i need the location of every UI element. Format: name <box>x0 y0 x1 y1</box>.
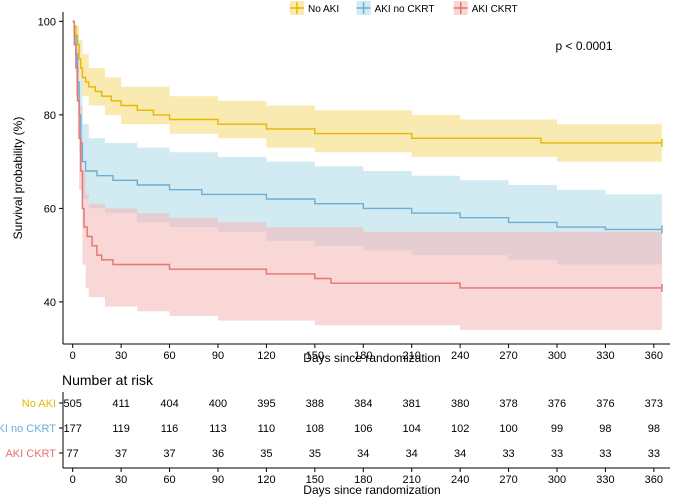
risk-x-tick-label: 180 <box>354 474 372 486</box>
y-tick-label: 60 <box>44 203 56 215</box>
risk-x-tick-label: 330 <box>596 474 614 486</box>
risk-x-tick-label: 120 <box>257 474 275 486</box>
risk-row-label: No AKI <box>22 398 56 410</box>
risk-count: 37 <box>115 448 127 460</box>
risk-count: 384 <box>354 398 372 410</box>
risk-count: 35 <box>309 448 321 460</box>
risk-row-label: AKI no CKRT <box>0 423 56 435</box>
risk-count: 34 <box>406 448 418 460</box>
risk-count: 106 <box>354 423 372 435</box>
legend-item-aki-no-ckrt: AKI no CKRT <box>356 1 435 15</box>
risk-count: 102 <box>451 423 469 435</box>
risk-row-label: AKI CKRT <box>5 448 56 460</box>
risk-count: 35 <box>260 448 272 460</box>
risk-x-tick-label: 210 <box>403 474 421 486</box>
risk-count: 388 <box>306 398 324 410</box>
risk-count: 378 <box>499 398 517 410</box>
x-tick-label: 90 <box>212 350 224 362</box>
x-tick-label: 330 <box>596 350 614 362</box>
curve-aki-ckrt <box>72 20 662 289</box>
risk-x-tick-label: 60 <box>163 474 175 486</box>
risk-count: 400 <box>209 398 227 410</box>
risk-count: 373 <box>645 398 663 410</box>
band-aki-no-ckrt <box>72 21 662 265</box>
risk-x-tick-label: 300 <box>548 474 566 486</box>
risk-count: 119 <box>112 423 130 435</box>
risk-x-tick-label: 240 <box>451 474 469 486</box>
risk-count: 104 <box>403 423 421 435</box>
risk-count: 108 <box>306 423 324 435</box>
x-tick-label: 210 <box>403 350 421 362</box>
x-tick-label: 150 <box>306 350 324 362</box>
risk-count: 110 <box>258 423 276 435</box>
risk-count: 395 <box>257 398 275 410</box>
x-tick-label: 60 <box>163 350 175 362</box>
x-tick-label: 360 <box>645 350 663 362</box>
band-no-aki <box>72 21 662 162</box>
risk-count: 116 <box>161 423 179 435</box>
confidence-bands <box>72 21 662 331</box>
risk-count: 37 <box>163 448 175 460</box>
risk-table-title: Number at risk <box>62 372 154 388</box>
legend: No AKI AKI no CKRT AKI CKRT <box>290 1 518 15</box>
y-tick-label: 80 <box>44 110 56 122</box>
curve-aki-no-ckrt <box>72 20 662 231</box>
risk-count: 100 <box>499 423 517 435</box>
risk-count: 36 <box>212 448 224 460</box>
risk-count: 33 <box>551 448 563 460</box>
risk-count: 33 <box>648 448 660 460</box>
x-axis-label: Days since randomization <box>303 351 440 365</box>
x-tick-label: 300 <box>548 350 566 362</box>
x-tick-label: 0 <box>70 350 76 362</box>
legend-label: No AKI <box>308 4 339 15</box>
p-value-annotation: p < 0.0001 <box>555 39 612 53</box>
risk-x-tick-label: 0 <box>70 474 76 486</box>
risk-count: 411 <box>112 398 130 410</box>
risk-count: 177 <box>64 423 82 435</box>
risk-x-tick-label: 270 <box>499 474 517 486</box>
risk-count: 505 <box>64 398 82 410</box>
legend-item-aki-ckrt: AKI CKRT <box>453 1 518 15</box>
x-tick-label: 30 <box>115 350 127 362</box>
legend-item-no-aki: No AKI <box>290 1 339 15</box>
plot-axes: 0 30 60 90 120 150 180 210 240 270 300 330 360 40 60 80… <box>38 12 670 362</box>
x-tick-label: 120 <box>257 350 275 362</box>
legend-label: AKI CKRT <box>472 4 518 15</box>
risk-table: 0 30 60 90 120 150 180 210 240 270 300 330 360 No AKI… <box>0 392 670 486</box>
y-tick-label: 100 <box>38 16 56 28</box>
risk-count: 376 <box>596 398 614 410</box>
risk-count: 33 <box>599 448 611 460</box>
risk-count: 404 <box>160 398 178 410</box>
x-tick-label: 270 <box>499 350 517 362</box>
risk-count: 113 <box>209 423 227 435</box>
y-tick-label: 40 <box>44 297 56 309</box>
risk-x-tick-label: 90 <box>212 474 224 486</box>
curve-no-aki <box>72 20 662 144</box>
band-aki-ckrt <box>72 21 662 331</box>
risk-x-tick-label: 30 <box>115 474 127 486</box>
survival-curves <box>72 20 663 292</box>
risk-count: 98 <box>599 423 611 435</box>
risk-count: 380 <box>451 398 469 410</box>
x-tick-label: 240 <box>451 350 469 362</box>
risk-count: 33 <box>502 448 514 460</box>
risk-count: 381 <box>403 398 421 410</box>
risk-count: 34 <box>454 448 466 460</box>
y-axis-label: Survival probability (%) <box>11 117 25 240</box>
risk-count: 34 <box>357 448 369 460</box>
risk-count: 77 <box>67 448 79 460</box>
risk-count: 99 <box>551 423 563 435</box>
risk-count: 376 <box>548 398 566 410</box>
risk-x-tick-label: 360 <box>645 474 663 486</box>
x-tick-label: 180 <box>354 350 372 362</box>
risk-table-x-label: Days since randomization <box>303 483 440 497</box>
risk-x-tick-label: 150 <box>306 474 324 486</box>
legend-label: AKI no CKRT <box>375 4 435 15</box>
risk-count: 98 <box>648 423 660 435</box>
